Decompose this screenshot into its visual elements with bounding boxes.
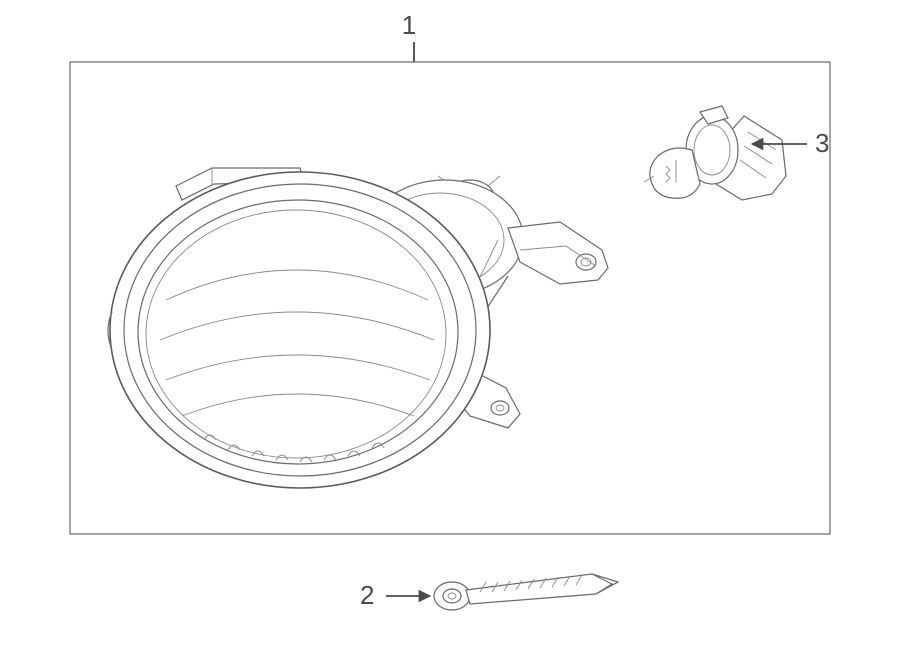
- bulb-socket: [644, 106, 786, 200]
- mount-ear-right: [508, 222, 608, 284]
- callout-3-label: 3: [815, 128, 829, 158]
- lens: [108, 172, 490, 488]
- callout-2-label: 2: [360, 580, 374, 610]
- bulb-glass: [644, 148, 700, 198]
- callout-1-label: 1: [402, 10, 416, 40]
- parts-diagram: 1 3 2: [0, 0, 900, 661]
- mounting-screw: [434, 574, 618, 610]
- fog-lamp-assembly: [108, 168, 608, 488]
